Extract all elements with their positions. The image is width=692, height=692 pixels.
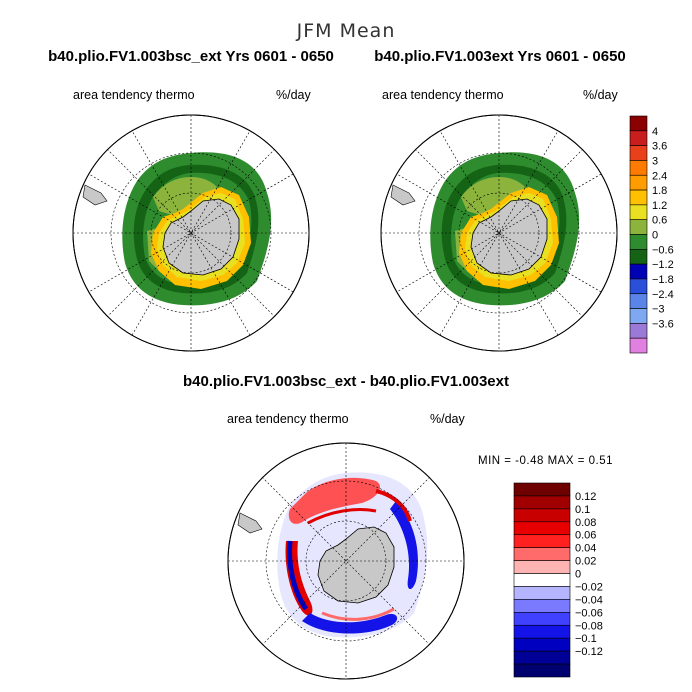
diff-colorbar-tick-label: −0.12 bbox=[575, 646, 603, 658]
top-colorbar-tick-label: −3.6 bbox=[652, 318, 674, 330]
top-colorbar-tick-label: 4 bbox=[652, 126, 658, 138]
top-colorbar-swatch bbox=[629, 278, 648, 295]
top-colorbar-swatch bbox=[629, 249, 648, 265]
right-panel-title: b40.plio.FV1.003ext Yrs 0601 - 0650 bbox=[374, 48, 626, 65]
left-panel-title: b40.plio.FV1.003bsc_ext Yrs 0601 - 0650 bbox=[48, 48, 334, 65]
diff-colorbar-swatch bbox=[513, 560, 571, 574]
top-colorbar-swatch bbox=[629, 263, 648, 280]
top-colorbar-tick-label: −1.8 bbox=[652, 274, 674, 286]
top-colorbar-swatch bbox=[629, 130, 648, 146]
diff-colorbar-swatch bbox=[513, 495, 571, 510]
top-colorbar-tick-label: −1.2 bbox=[652, 259, 674, 271]
diff-colorbar-tick-label: 0.08 bbox=[575, 517, 596, 529]
diff-colorbar-tick-label: −0.04 bbox=[575, 594, 603, 606]
left-units-label: %/day bbox=[276, 88, 311, 102]
top-colorbar-tick-label: 1.2 bbox=[652, 200, 667, 212]
top-colorbar-tick-label: −3 bbox=[652, 304, 665, 316]
diff-colorbar-tick-label: −0.02 bbox=[575, 581, 603, 593]
diff-colorbar-swatch bbox=[513, 650, 571, 665]
right-variable-label: area tendency thermo bbox=[382, 88, 504, 102]
top-colorbar-swatch bbox=[629, 145, 648, 161]
top-colorbar-tick-label: 0 bbox=[652, 230, 658, 242]
diff-colorbar-tick-label: 0.04 bbox=[575, 543, 596, 555]
diff-colorbar-tick-label: 0 bbox=[575, 569, 581, 581]
diff-units-label: %/day bbox=[430, 412, 465, 426]
diff-colorbar-tick-label: 0.02 bbox=[575, 556, 596, 568]
diff-colorbar: 0.120.10.080.060.040.020−0.02−0.04−0.06−… bbox=[513, 482, 603, 678]
top-colorbar: 4 3.6 3 2.4 1.8 1.2 0.6 0 −0.6 −1.2 −1.8 −2.4 −3 −3.6 bbox=[629, 115, 674, 354]
top-colorbar-swatch bbox=[629, 189, 648, 206]
top-colorbar-swatch bbox=[629, 323, 648, 339]
top-colorbar-swatch bbox=[629, 293, 648, 309]
left-variable-label: area tendency thermo bbox=[73, 88, 195, 102]
diff-colorbar-tick-label: −0.1 bbox=[575, 633, 597, 645]
diff-colorbar-swatch bbox=[513, 624, 571, 639]
top-colorbar-swatch bbox=[629, 174, 648, 191]
top-colorbar-tick-label: −2.4 bbox=[652, 289, 674, 301]
top-colorbar-tick-label: 2.4 bbox=[652, 170, 667, 182]
diff-colorbar-swatch bbox=[513, 534, 571, 548]
top-colorbar-swatch bbox=[629, 160, 648, 176]
diff-colorbar-swatch bbox=[513, 482, 571, 497]
diff-panel-title: b40.plio.FV1.003bsc_ext - b40.plio.FV1.0… bbox=[183, 373, 509, 390]
right-units-label: %/day bbox=[583, 88, 618, 102]
left-polar-map bbox=[72, 114, 310, 352]
top-colorbar-swatch bbox=[629, 115, 648, 132]
figure-title: JFM Mean bbox=[296, 20, 396, 42]
top-colorbar-tick-label: 3 bbox=[652, 155, 658, 167]
top-colorbar-swatch bbox=[629, 219, 648, 235]
diff-colorbar-swatch bbox=[513, 599, 571, 613]
diff-colorbar-tick-label: −0.08 bbox=[575, 620, 603, 632]
diff-polar-map bbox=[227, 442, 465, 680]
diff-colorbar-swatch bbox=[513, 573, 571, 587]
top-colorbar-tick-label: 1.8 bbox=[652, 185, 667, 197]
diff-colorbar-swatch bbox=[513, 586, 571, 600]
diff-colorbar-tick-label: 0.06 bbox=[575, 530, 596, 542]
top-colorbar-swatch bbox=[629, 308, 648, 324]
diff-variable-label: area tendency thermo bbox=[227, 412, 349, 426]
top-colorbar-swatch bbox=[629, 204, 648, 220]
diff-colorbar-swatch bbox=[513, 637, 571, 652]
diff-colorbar-tick-label: 0.12 bbox=[575, 491, 596, 503]
top-colorbar-tick-label: 0.6 bbox=[652, 215, 667, 227]
diff-stats-label: MIN = -0.48 MAX = 0.51 bbox=[478, 455, 614, 467]
top-colorbar-swatch bbox=[629, 234, 648, 250]
top-colorbar-tick-label: −0.6 bbox=[652, 244, 674, 256]
diff-colorbar-swatch bbox=[513, 612, 571, 626]
diff-colorbar-swatch bbox=[513, 508, 571, 523]
diff-colorbar-tick-label: −0.06 bbox=[575, 607, 603, 619]
top-colorbar-tick-label: 3.6 bbox=[652, 141, 667, 153]
diff-colorbar-swatch bbox=[513, 521, 571, 536]
diff-colorbar-swatch bbox=[513, 547, 571, 561]
diff-colorbar-tick-label: 0.1 bbox=[575, 504, 590, 516]
diff-colorbar-swatch bbox=[513, 663, 571, 678]
right-polar-map bbox=[380, 114, 618, 352]
top-colorbar-swatch bbox=[629, 337, 648, 354]
